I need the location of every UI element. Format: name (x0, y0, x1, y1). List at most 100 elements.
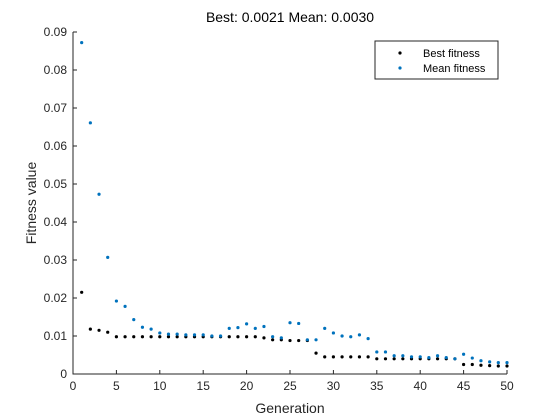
mean-fitness-point (331, 331, 335, 335)
best-fitness-point (462, 362, 466, 367)
mean-fitness-point (140, 325, 145, 329)
axis-frame (72, 32, 507, 375)
best-fitness-point (288, 338, 292, 343)
mean-fitness-point (409, 355, 414, 359)
mean-fitness-point (132, 318, 136, 322)
legend-label: Mean fitness (423, 63, 486, 75)
best-fitness-point (349, 355, 353, 359)
chart-title: Best: 0.0021 Mean: 0.0030 (206, 9, 374, 25)
best-fitness-point (323, 355, 327, 359)
best-fitness-point (496, 364, 500, 368)
mean-fitness-point (444, 356, 448, 360)
x-tick-label: 0 (70, 379, 77, 393)
best-fitness-point (132, 335, 136, 339)
best-fitness-point (392, 357, 396, 361)
best-fitness-point (97, 328, 101, 332)
best-fitness-point (340, 355, 344, 359)
best-fitness-point (479, 363, 483, 367)
y-axis-label: Fitness value (23, 162, 39, 245)
mean-fitness-point (245, 322, 249, 326)
best-fitness-point (80, 290, 84, 294)
mean-fitness-point (453, 357, 457, 361)
mean-fitness-point (349, 335, 353, 339)
mean-fitness-point (236, 326, 240, 330)
best-fitness-point (236, 335, 240, 339)
best-fitness-point (297, 338, 301, 343)
y-tick-label: 0.09 (44, 25, 68, 39)
mean-fitness-point (496, 361, 500, 365)
mean-fitness-point (123, 304, 127, 308)
mean-fitness-point (401, 354, 405, 358)
mean-fitness-point (80, 41, 84, 45)
best-fitness-point (140, 335, 145, 339)
mean-fitness-point (210, 334, 214, 338)
y-tick-label: 0.06 (44, 139, 68, 153)
mean-fitness-point (192, 333, 197, 337)
best-fitness-point (366, 355, 370, 359)
mean-fitness-point (175, 332, 179, 336)
best-fitness-point (114, 335, 118, 339)
mean-fitness-point (114, 299, 118, 303)
mean-fitness-point (88, 121, 92, 125)
mean-fitness-point (106, 255, 110, 259)
x-tick-label: 20 (240, 379, 254, 393)
mean-fitness-point (505, 361, 509, 365)
best-fitness-point (505, 364, 509, 368)
mean-fitness-point (427, 356, 431, 360)
mean-fitness-point (166, 332, 171, 336)
mean-fitness-point (218, 334, 223, 338)
mean-fitness-point (470, 356, 474, 360)
best-fitness-point (435, 357, 440, 361)
best-fitness-point (357, 355, 362, 359)
best-fitness-point (123, 335, 127, 339)
plot-area (73, 32, 507, 374)
best-fitness-point (383, 357, 388, 361)
best-fitness-point (470, 362, 474, 367)
y-tick-label: 0.08 (44, 63, 68, 77)
mean-fitness-point (201, 333, 205, 337)
mean-fitness-point (253, 326, 257, 330)
mean-fitness-point (383, 350, 388, 354)
legend-marker (398, 66, 402, 70)
y-tick-label: 0.03 (44, 253, 68, 267)
x-axis-label: Generation (255, 400, 324, 416)
best-fitness-point (488, 364, 492, 368)
y-tick-label: 0.07 (44, 101, 68, 115)
best-fitness-point (88, 327, 92, 331)
best-fitness-point (106, 330, 110, 334)
series-mean-fitness (80, 41, 509, 365)
mean-fitness-point (323, 326, 327, 330)
y-tick-label: 0.05 (44, 177, 68, 191)
mean-fitness-point (305, 338, 309, 342)
mean-fitness-point (288, 321, 292, 325)
mean-fitness-point (297, 321, 301, 326)
mean-fitness-point (314, 338, 318, 342)
mean-fitness-point (262, 324, 266, 329)
mean-fitness-point (340, 334, 344, 338)
best-fitness-point (227, 335, 231, 339)
mean-fitness-point (375, 350, 379, 354)
mean-fitness-point (158, 331, 162, 335)
best-fitness-point (245, 335, 249, 339)
mean-fitness-point (462, 352, 466, 356)
x-tick-label: 25 (283, 379, 297, 393)
mean-fitness-point (279, 336, 283, 340)
mean-fitness-point (366, 337, 370, 341)
legend-marker (398, 51, 402, 55)
x-tick-label: 40 (414, 379, 428, 393)
best-fitness-point (314, 351, 318, 355)
best-fitness-point (331, 355, 335, 359)
best-fitness-point (262, 336, 266, 340)
mean-fitness-point (184, 333, 188, 337)
best-fitness-point (401, 357, 405, 361)
legend-box (374, 40, 499, 80)
y-tick-label: 0 (60, 367, 67, 381)
best-fitness-point (149, 335, 153, 339)
x-tick-label: 15 (197, 379, 211, 393)
best-fitness-point (166, 335, 171, 339)
legend-label: Best fitness (423, 48, 480, 60)
best-fitness-point (158, 335, 162, 339)
mean-fitness-point (392, 354, 396, 358)
